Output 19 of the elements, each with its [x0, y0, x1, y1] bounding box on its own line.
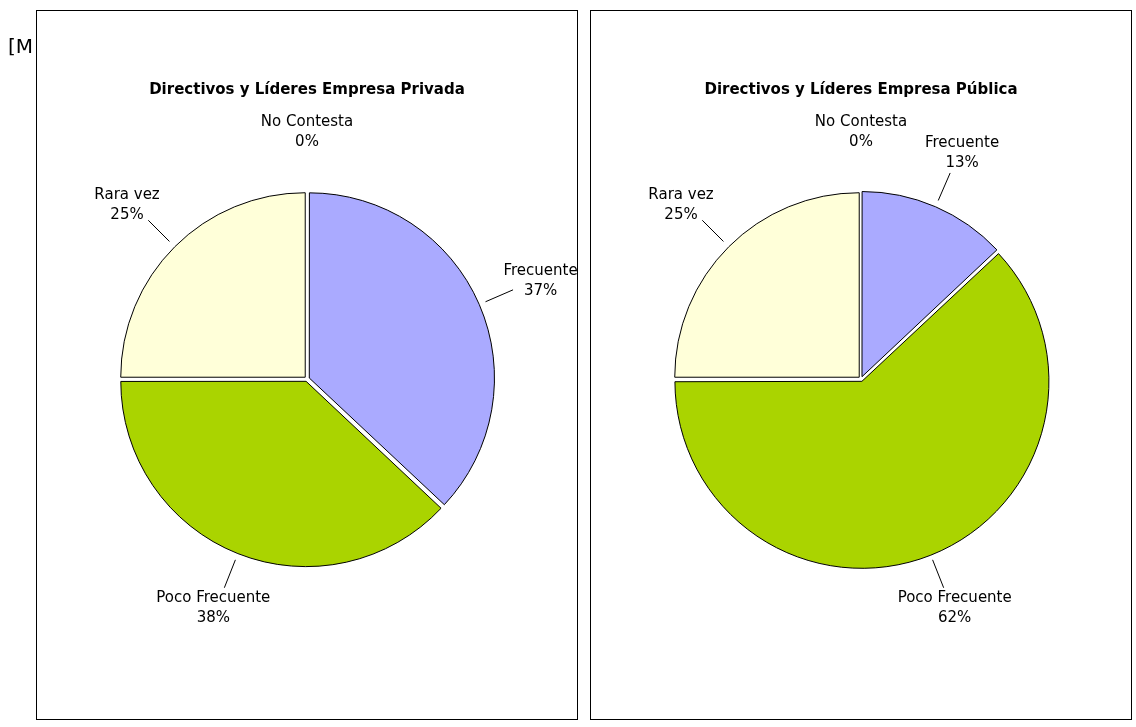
data-label: 25%	[664, 204, 698, 223]
slice-label: Frecuente	[503, 260, 578, 279]
category-label: No Contesta	[260, 112, 354, 131]
chart-title: Directivos y Líderes Empresa Pública	[704, 79, 1018, 98]
data-label: 37%	[523, 280, 558, 299]
category-label: No Contesta	[814, 112, 908, 131]
slice-label: Rara vez	[648, 184, 714, 203]
text: [M	[8, 34, 34, 58]
data-label: 25%	[110, 204, 144, 223]
slice-label: Poco Frecuente	[156, 588, 271, 607]
slice-label: Rara vez	[94, 184, 160, 203]
text: 0%	[849, 132, 873, 151]
text: 0%	[295, 132, 319, 151]
slice-label: Poco Frecuente	[897, 588, 1012, 607]
slice-label: Frecuente	[924, 132, 1000, 151]
chart-title: Directivos y Líderes Empresa Privada	[149, 79, 465, 98]
data-label: 62%	[938, 608, 972, 627]
data-label: 38%	[196, 608, 230, 627]
data-label: 13%	[945, 152, 979, 171]
